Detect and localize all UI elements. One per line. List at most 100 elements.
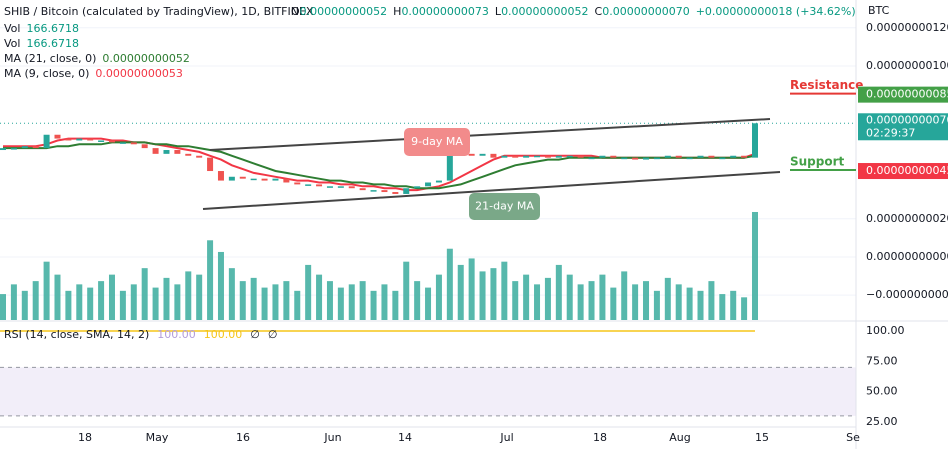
volume-bar [534,284,541,320]
volume-bar [228,268,235,320]
ohlc-value: 0.00000000073 [401,5,488,18]
volume-bar [326,281,333,320]
ma-line [3,137,756,192]
volume-bar [544,277,551,320]
volume-bar [588,281,595,320]
volume-bar [316,274,323,320]
candle [196,155,203,158]
candle [87,138,94,141]
volume-bar [283,281,290,320]
volume-bar [21,290,28,320]
volume-bar [98,281,105,320]
volume-bar [512,281,519,320]
candle [21,146,28,149]
rsi-ma: 100.00 [157,328,196,341]
volume-bar [621,271,628,320]
volume-bar [479,271,486,320]
ma-label: 21-day MA [475,200,534,213]
candle [566,155,573,158]
candle [141,144,148,149]
candle [32,146,39,149]
indicator-value: 166.6718 [26,22,79,35]
x-tick-label: 16 [236,431,250,444]
volume-bar [632,284,639,320]
ohlc: O0.00000000052 H0.00000000073 L0.000000000… [291,5,856,18]
candle [54,134,61,139]
change: +0.00000000018 (+34.62%) [696,5,856,18]
candle [632,157,639,160]
candle [675,155,682,158]
level-text: Resistance [790,78,863,92]
symbol: SHIB / Bitcoin (calculated by TradingVie… [4,5,314,18]
volume-bar [0,294,6,320]
volume-bar [555,264,562,320]
volume-bar [294,290,301,320]
volume-bar [403,261,410,320]
candle [0,148,6,151]
candle [479,153,486,156]
indicator-value: 166.6718 [26,37,79,50]
candle [599,155,606,158]
volume-bar [10,284,17,320]
volume-bar [752,211,758,320]
volume-bar [664,277,671,320]
volume-bar [32,281,39,320]
x-tick-label: May [146,431,169,444]
candle [490,153,497,158]
volume-bar [174,284,181,320]
currency: BTC [868,4,890,17]
indicator-name: MA (21, close, 0) [4,52,96,65]
volume-bar [54,274,61,320]
indicator-value: 0.00000000052 [102,52,189,65]
candle [185,153,192,156]
volume-bar [348,284,355,320]
ohlc-value: 0.00000000070 [602,5,689,18]
x-tick-label: 18 [593,431,607,444]
candle [523,155,530,158]
candle [98,140,105,142]
indicators: Vol 166.6718 Vol 166.6718 MA (21, close, 0) 0… [4,22,277,341]
rsi-empty: ∅ [268,328,278,341]
volume-bar [457,264,464,320]
candle [752,123,758,158]
volume-bar [207,240,214,320]
volume-bar [741,297,748,320]
candle [305,184,312,186]
candle [381,190,388,193]
candle [403,188,410,194]
y-tick-label: 0.00000000020 [866,212,948,225]
volume-bar [414,281,421,320]
ma-label-box [469,193,540,220]
candle [250,178,257,181]
ma-label: 9-day MA [411,135,463,148]
volume-bar [708,281,715,320]
ohlc-key: C [595,5,603,18]
grid [0,27,856,417]
candle [414,186,421,189]
candle [76,138,83,141]
level-box [858,86,948,103]
volume-bar [697,290,704,320]
ohlc-key: L [495,5,502,18]
candle [435,180,442,183]
candle [664,155,671,158]
candle [43,134,50,149]
rsi-tick-label: 75.00 [866,354,898,367]
volume-bar [468,258,475,320]
candle [392,192,399,194]
candle [621,157,628,160]
support-trendline [202,171,781,210]
y-tick-label: 0.00000000000 [866,250,948,263]
y-tick-label: 0.00000000120 [866,21,948,34]
x-tick-label: Se [846,431,860,444]
volume-bar [392,290,399,320]
volume-bar [119,290,126,320]
volume-bar [337,287,344,320]
indicator-value: 0.00000000053 [95,67,182,80]
axes: 0.00000000120 0.00000000100 0.00000000020 0… [78,21,948,444]
x-tick-label: Jul [499,431,513,444]
candle [425,182,432,187]
volume-bar [719,294,726,320]
volume-bar [250,277,257,320]
volume-bar [108,274,115,320]
